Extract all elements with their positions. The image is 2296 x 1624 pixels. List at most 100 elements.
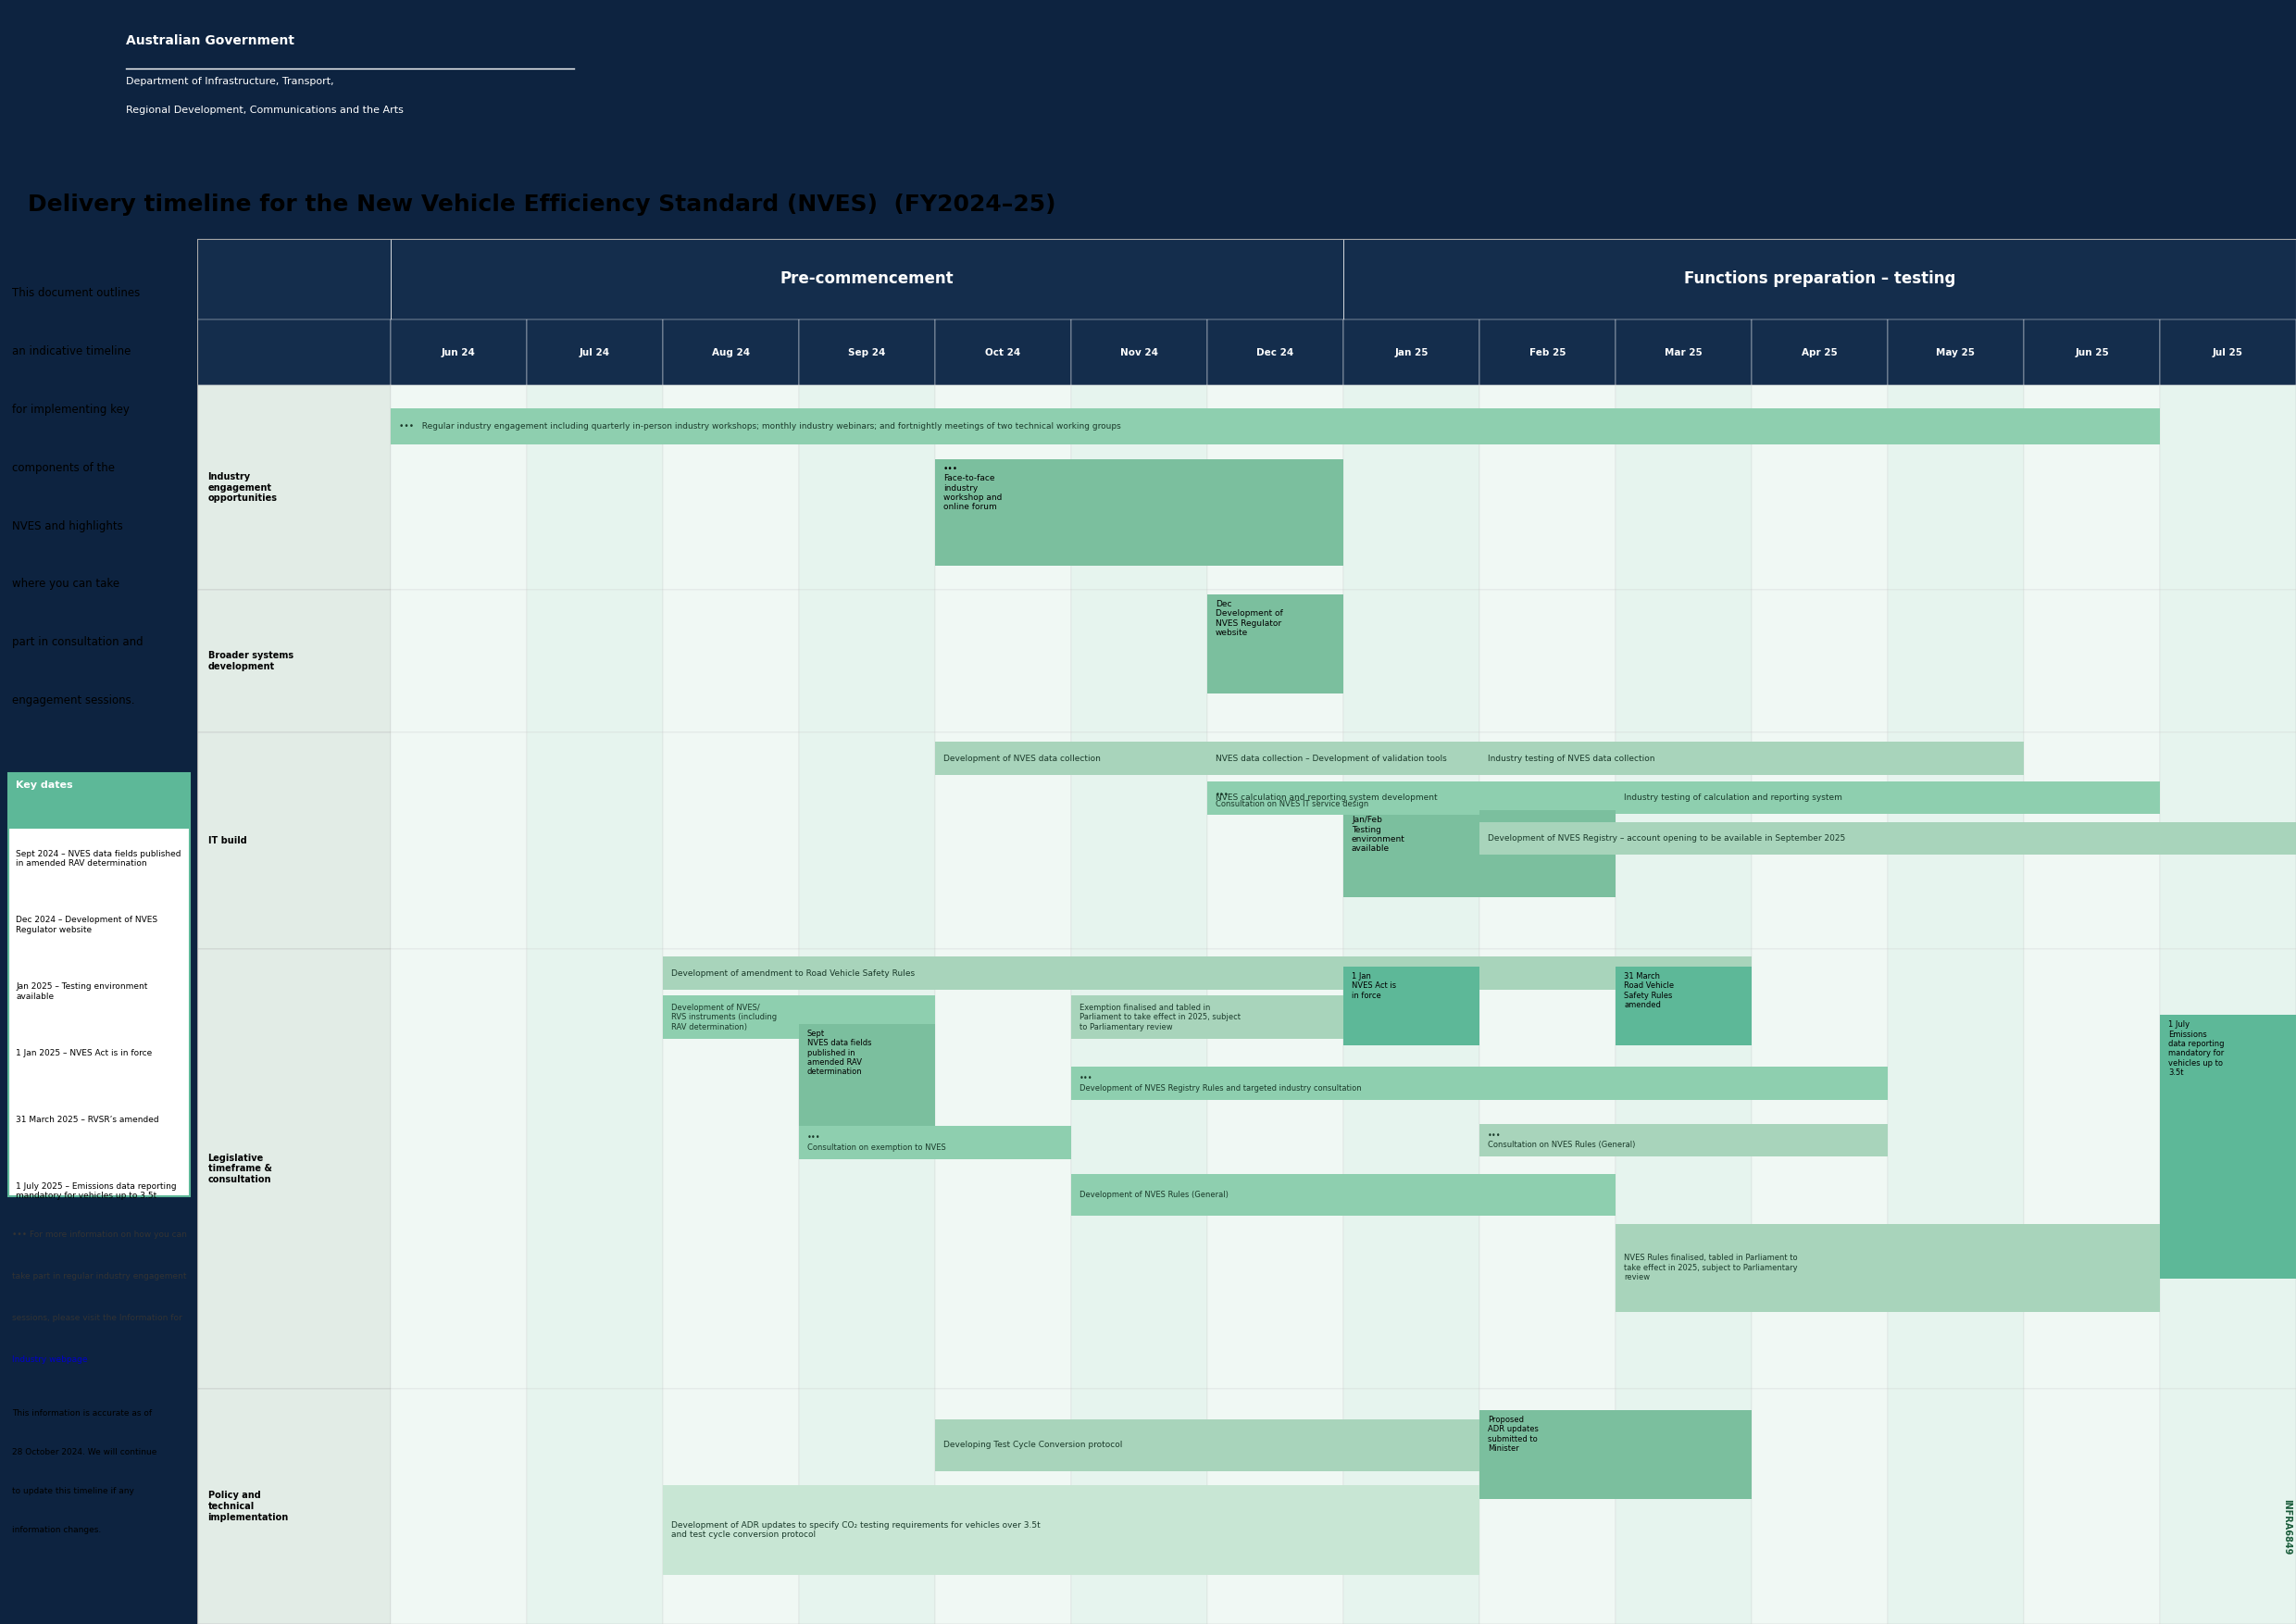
Bar	[664, 996, 934, 1039]
Text: Proposed
ADR updates
submitted to
Minister: Proposed ADR updates submitted to Minist…	[1488, 1416, 1538, 1452]
Bar	[1208, 1389, 1343, 1624]
Text: where you can take: where you can take	[11, 578, 119, 590]
Text: Apr 25: Apr 25	[1802, 348, 1837, 357]
Bar	[799, 590, 934, 732]
Bar	[1208, 385, 1343, 590]
Text: NVES Rules finalised, tabled in Parliament to
take effect in 2025, subject to Pa: NVES Rules finalised, tabled in Parliame…	[1623, 1254, 1798, 1281]
Bar	[390, 1389, 526, 1624]
Bar	[1887, 318, 2023, 385]
Bar	[664, 1486, 1479, 1575]
Text: Mar 25: Mar 25	[1665, 348, 1701, 357]
Text: Sept
NVES data fields
published in
amended RAV
determination: Sept NVES data fields published in amend…	[808, 1030, 872, 1077]
Bar	[664, 948, 799, 1389]
Bar	[1070, 590, 1208, 732]
Bar	[526, 590, 664, 732]
Text: 28 October 2024. We will continue: 28 October 2024. We will continue	[11, 1449, 156, 1457]
Bar	[934, 590, 1070, 732]
Bar	[1208, 948, 1343, 1389]
Bar	[2161, 318, 2296, 385]
Bar	[2161, 1015, 2296, 1278]
Text: sessions, please visit the Information for: sessions, please visit the Information f…	[11, 1314, 181, 1322]
Bar	[1208, 781, 1752, 814]
Bar	[1343, 1389, 1479, 1624]
Bar	[2023, 732, 2161, 948]
Text: 1 July
Emissions
data reporting
mandatory for
vehicles up to
3.5t: 1 July Emissions data reporting mandator…	[2167, 1020, 2225, 1077]
Text: Development of NVES data collection: Development of NVES data collection	[944, 754, 1100, 763]
Bar	[934, 318, 1070, 385]
Bar	[1343, 385, 1479, 590]
Text: Industry
engagement
opportunities: Industry engagement opportunities	[209, 473, 278, 503]
Bar	[1479, 732, 1616, 948]
Text: •••
Consultation on exemption to NVES: ••• Consultation on exemption to NVES	[808, 1134, 946, 1151]
Bar	[799, 732, 934, 948]
Bar	[664, 590, 799, 732]
Text: NVES calculation and reporting system development: NVES calculation and reporting system de…	[1215, 793, 1437, 802]
Bar	[197, 385, 390, 590]
Text: Development of NVES Registry – account opening to be available in September 2025: Development of NVES Registry – account o…	[1488, 835, 1846, 843]
Bar	[2023, 385, 2161, 590]
Bar	[1887, 1389, 2023, 1624]
Bar	[1479, 742, 2023, 775]
Bar	[1343, 810, 1616, 896]
Bar	[197, 1389, 390, 1624]
Bar	[799, 318, 934, 385]
Bar	[799, 385, 934, 590]
Bar	[2161, 590, 2296, 732]
Bar	[526, 732, 664, 948]
Text: Regional Development, Communications and the Arts: Regional Development, Communications and…	[126, 106, 404, 115]
Text: to update this timeline if any: to update this timeline if any	[11, 1488, 133, 1496]
Bar	[1616, 732, 1752, 948]
Text: NVES data collection – Development of validation tools: NVES data collection – Development of va…	[1215, 754, 1446, 763]
Text: an indicative timeline: an indicative timeline	[11, 346, 131, 357]
Bar	[934, 742, 1479, 775]
Text: Development of ADR updates to specify CO₂ testing requirements for vehicles over: Development of ADR updates to specify CO…	[670, 1522, 1040, 1540]
Bar	[2023, 590, 2161, 732]
Bar	[1208, 732, 1343, 948]
Text: Dec
Development of
NVES Regulator
website: Dec Development of NVES Regulator websit…	[1215, 599, 1283, 637]
Text: components of the: components of the	[11, 461, 115, 474]
Bar	[934, 1389, 1070, 1624]
Bar	[1752, 1389, 1887, 1624]
Bar	[390, 385, 526, 590]
Bar	[2023, 948, 2161, 1389]
Text: Australian Government: Australian Government	[126, 34, 294, 47]
Text: Broader systems
development: Broader systems development	[209, 651, 294, 671]
Text: 1 July 2025 – Emissions data reporting
mandatory for vehicles up to 3.5t: 1 July 2025 – Emissions data reporting m…	[16, 1182, 177, 1200]
Text: NVES and highlights: NVES and highlights	[11, 520, 122, 533]
Text: Oct 24: Oct 24	[985, 348, 1022, 357]
Bar	[934, 732, 1070, 948]
Bar	[1616, 1224, 2161, 1312]
Bar	[1070, 1389, 1208, 1624]
Bar	[1343, 239, 2296, 318]
Text: Pre-commencement: Pre-commencement	[781, 271, 953, 287]
Text: Jul 24: Jul 24	[579, 348, 611, 357]
Text: •••   Regular industry engagement including quarterly in-person industry worksho: ••• Regular industry engagement includin…	[400, 422, 1120, 430]
Bar	[2161, 948, 2296, 1389]
Text: •••
Face-to-face
industry
workshop and
online forum: ••• Face-to-face industry workshop and o…	[944, 464, 1001, 512]
Bar	[1479, 318, 1616, 385]
Bar	[197, 239, 390, 318]
Text: 1 Jan 2025 – NVES Act is in force: 1 Jan 2025 – NVES Act is in force	[16, 1049, 152, 1057]
Text: INFRA6849: INFRA6849	[2282, 1499, 2291, 1554]
Bar	[1343, 590, 1479, 732]
Bar	[526, 318, 664, 385]
Bar	[1616, 318, 1752, 385]
Bar	[7, 773, 191, 828]
Text: Delivery timeline for the New Vehicle Efficiency Standard (NVES)  (FY2024–25): Delivery timeline for the New Vehicle Ef…	[28, 193, 1056, 216]
Bar	[799, 1023, 934, 1129]
Text: Jan 2025 – Testing environment
available: Jan 2025 – Testing environment available	[16, 983, 147, 1000]
Bar	[1752, 385, 1887, 590]
Bar	[390, 732, 526, 948]
Text: Dec 24: Dec 24	[1256, 348, 1295, 357]
Bar	[390, 408, 2161, 445]
Bar	[934, 460, 1343, 565]
Bar	[390, 948, 526, 1389]
Bar	[1070, 948, 1208, 1389]
Text: 1 Jan
NVES Act is
in force: 1 Jan NVES Act is in force	[1352, 973, 1396, 1000]
Text: engagement sessions.: engagement sessions.	[11, 695, 135, 706]
Text: Sep 24: Sep 24	[847, 348, 886, 357]
Text: 31 March
Road Vehicle
Safety Rules
amended: 31 March Road Vehicle Safety Rules amend…	[1623, 973, 1674, 1010]
Bar	[1479, 1124, 1887, 1156]
Bar	[2161, 385, 2296, 590]
Bar	[664, 385, 799, 590]
